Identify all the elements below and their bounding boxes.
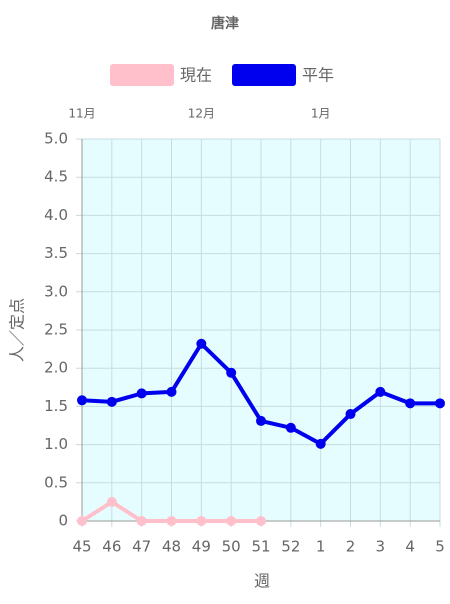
y-tick-label: 0: [58, 512, 68, 530]
month-label: 11月: [68, 107, 95, 121]
data-point: [196, 516, 207, 526]
chart-title: 唐津: [211, 15, 239, 32]
data-point: [375, 386, 386, 397]
y-tick-label: 4.5: [44, 168, 68, 186]
data-point: [345, 409, 356, 420]
month-label: 12月: [188, 107, 215, 121]
data-point: [226, 367, 237, 378]
x-tick-label: 52: [281, 538, 300, 556]
data-point: [136, 516, 147, 526]
y-tick-label: 2.0: [44, 359, 68, 377]
month-label: 1月: [311, 107, 331, 121]
x-tick-label: 4: [405, 538, 415, 556]
y-tick-label: 1.5: [44, 397, 68, 415]
x-axis-label: 週: [254, 572, 270, 591]
legend-swatch: [232, 64, 296, 86]
data-point: [106, 396, 117, 407]
data-point: [226, 516, 237, 526]
data-point: [106, 496, 117, 507]
x-tick-label: 49: [192, 538, 211, 556]
data-point: [136, 388, 147, 399]
data-point: [77, 395, 87, 406]
data-point: [435, 398, 445, 409]
data-point: [285, 422, 296, 433]
data-point: [77, 516, 87, 526]
legend-swatch: [110, 64, 174, 86]
x-tick-label: 1: [316, 538, 326, 556]
x-tick-label: 50: [222, 538, 241, 556]
x-tick-label: 48: [162, 538, 181, 556]
y-tick-label: 5.0: [44, 130, 68, 148]
data-point: [166, 516, 177, 526]
data-point: [405, 398, 416, 409]
x-tick-label: 2: [346, 538, 356, 556]
x-tick-label: 47: [132, 538, 151, 556]
x-tick-label: 51: [251, 538, 270, 556]
y-tick-label: 1.0: [44, 435, 68, 453]
y-tick-label: 4.0: [44, 206, 68, 224]
y-tick-label: 0.5: [44, 473, 68, 491]
y-tick-label: 3.0: [44, 282, 68, 300]
data-point: [196, 338, 207, 349]
y-tick-label: 3.5: [44, 244, 68, 262]
y-tick-label: 2.5: [44, 321, 68, 339]
data-point: [256, 516, 266, 526]
x-tick-label: 45: [72, 538, 91, 556]
legend-label: 平年: [302, 66, 334, 85]
y-axis-label: 人／定点: [8, 298, 27, 362]
data-point: [315, 438, 326, 449]
legend-label: 現在: [180, 66, 212, 85]
data-point: [166, 386, 177, 397]
x-tick-label: 5: [435, 538, 445, 556]
data-point: [256, 415, 266, 426]
x-tick-label: 46: [102, 538, 121, 556]
x-tick-label: 3: [376, 538, 386, 556]
